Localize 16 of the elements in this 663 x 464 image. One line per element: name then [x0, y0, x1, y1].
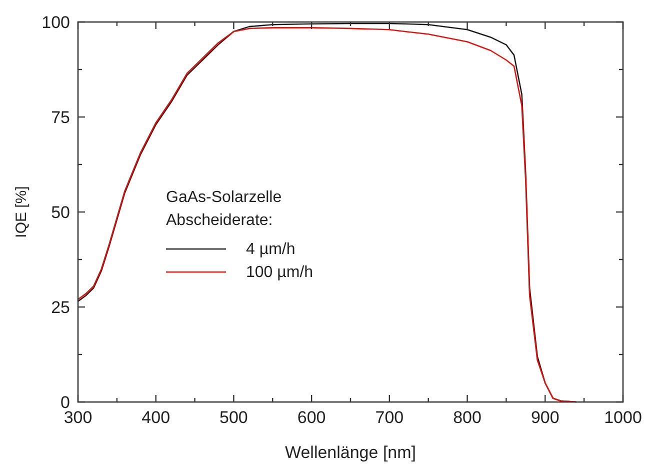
x-tick-label: 900 — [530, 408, 560, 427]
x-tick-label: 500 — [220, 408, 248, 427]
x-tick-label: 400 — [142, 408, 170, 427]
x-tick-label: 700 — [375, 408, 404, 427]
legend-title: GaAs-Solarzelle Abscheiderate: — [166, 189, 282, 229]
y-axis-title: IQE [%] — [13, 186, 30, 238]
legend-label: 100 µm/h — [246, 264, 314, 281]
y-tick-label: 75 — [51, 108, 70, 127]
x-tick-label: 1000 — [604, 408, 642, 427]
y-tick-label: 50 — [51, 203, 70, 222]
x-tick-label: 800 — [453, 408, 482, 427]
x-axis-title: Wellenlänge [nm] — [284, 443, 416, 462]
x-tick-label: 600 — [297, 408, 326, 427]
legend-label: 4 µm/h — [246, 241, 296, 258]
y-tick-label: 100 — [42, 13, 70, 32]
y-tick-label: 25 — [51, 298, 70, 317]
